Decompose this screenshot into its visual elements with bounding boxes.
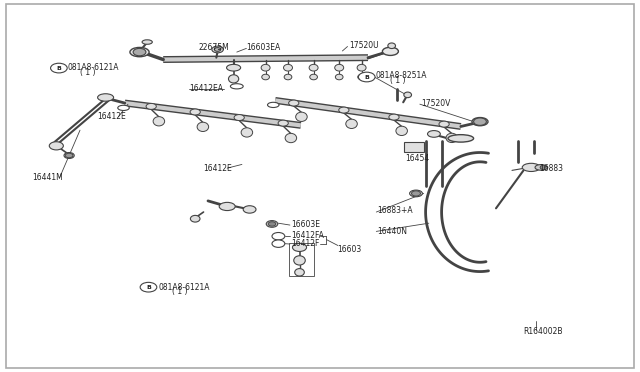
Ellipse shape [146, 103, 156, 109]
Ellipse shape [197, 122, 209, 132]
Ellipse shape [191, 215, 200, 222]
Ellipse shape [243, 206, 256, 213]
Text: 16883: 16883 [539, 164, 563, 173]
Ellipse shape [309, 64, 318, 71]
Ellipse shape [212, 46, 223, 53]
Ellipse shape [268, 102, 279, 108]
Ellipse shape [153, 117, 164, 126]
Bar [404, 142, 424, 152]
Text: 081A8-8251A: 081A8-8251A [376, 71, 427, 80]
Ellipse shape [241, 128, 253, 137]
Text: 16454: 16454 [405, 154, 429, 163]
Text: ( 1 ): ( 1 ) [172, 287, 187, 296]
Circle shape [133, 48, 146, 56]
Bar [289, 243, 314, 276]
Text: 17520U: 17520U [349, 41, 378, 50]
Ellipse shape [346, 119, 357, 128]
Text: ( 1 ): ( 1 ) [80, 68, 95, 77]
Text: 16603EA: 16603EA [246, 43, 281, 52]
Ellipse shape [357, 64, 366, 71]
Ellipse shape [404, 92, 412, 98]
Circle shape [474, 118, 486, 125]
Ellipse shape [295, 269, 305, 276]
Text: 081A8-6121A: 081A8-6121A [159, 283, 210, 292]
Ellipse shape [292, 243, 307, 251]
Ellipse shape [383, 47, 398, 55]
Ellipse shape [358, 74, 365, 80]
Ellipse shape [396, 126, 408, 135]
Text: 16603E: 16603E [291, 220, 320, 229]
Text: 081A8-6121A: 081A8-6121A [68, 63, 119, 72]
Ellipse shape [142, 40, 152, 44]
Ellipse shape [446, 133, 458, 142]
Ellipse shape [261, 64, 270, 71]
Circle shape [272, 240, 285, 247]
Ellipse shape [472, 118, 488, 126]
Circle shape [358, 72, 375, 82]
Ellipse shape [262, 74, 269, 80]
Text: 16883+A: 16883+A [378, 206, 413, 215]
Circle shape [65, 153, 73, 158]
Ellipse shape [190, 109, 200, 115]
Ellipse shape [285, 134, 297, 143]
Circle shape [540, 165, 548, 170]
Circle shape [140, 282, 157, 292]
Text: B: B [56, 65, 61, 71]
Text: 16412FA: 16412FA [291, 231, 324, 240]
Ellipse shape [227, 64, 241, 71]
Circle shape [272, 232, 285, 240]
Ellipse shape [284, 64, 292, 71]
Ellipse shape [284, 74, 292, 80]
Circle shape [268, 222, 276, 226]
Text: B: B [364, 74, 369, 80]
Text: 17520V: 17520V [421, 99, 451, 108]
Ellipse shape [118, 105, 129, 110]
Ellipse shape [448, 135, 474, 142]
Circle shape [51, 63, 67, 73]
Ellipse shape [49, 142, 63, 150]
Text: 16440N: 16440N [378, 227, 408, 236]
Ellipse shape [289, 100, 299, 106]
Text: 16412E: 16412E [97, 112, 126, 121]
Ellipse shape [335, 74, 343, 80]
Ellipse shape [388, 43, 396, 49]
Ellipse shape [389, 114, 399, 120]
Ellipse shape [266, 221, 278, 227]
Ellipse shape [410, 190, 422, 197]
Text: R164002B: R164002B [524, 327, 563, 336]
Ellipse shape [234, 115, 244, 121]
Text: 22675M: 22675M [198, 43, 229, 52]
Circle shape [412, 191, 420, 196]
Text: 16412F: 16412F [291, 239, 319, 248]
Ellipse shape [278, 120, 288, 126]
Text: 16441M: 16441M [32, 173, 63, 182]
Text: B: B [146, 285, 151, 290]
Ellipse shape [219, 202, 236, 211]
Ellipse shape [214, 48, 221, 51]
Ellipse shape [522, 163, 540, 171]
Ellipse shape [130, 48, 149, 57]
Ellipse shape [294, 256, 305, 265]
Ellipse shape [228, 75, 239, 83]
Ellipse shape [230, 84, 243, 89]
Ellipse shape [428, 131, 440, 137]
Ellipse shape [335, 64, 344, 71]
Ellipse shape [310, 74, 317, 80]
Text: 16412EA: 16412EA [189, 84, 223, 93]
Ellipse shape [64, 153, 74, 158]
Text: 16412E: 16412E [204, 164, 232, 173]
Ellipse shape [339, 107, 349, 113]
Ellipse shape [535, 164, 547, 170]
Text: 16603: 16603 [337, 245, 362, 254]
Ellipse shape [439, 121, 449, 127]
Ellipse shape [98, 94, 114, 101]
Ellipse shape [296, 112, 307, 122]
Text: ( 1 ): ( 1 ) [390, 76, 406, 85]
